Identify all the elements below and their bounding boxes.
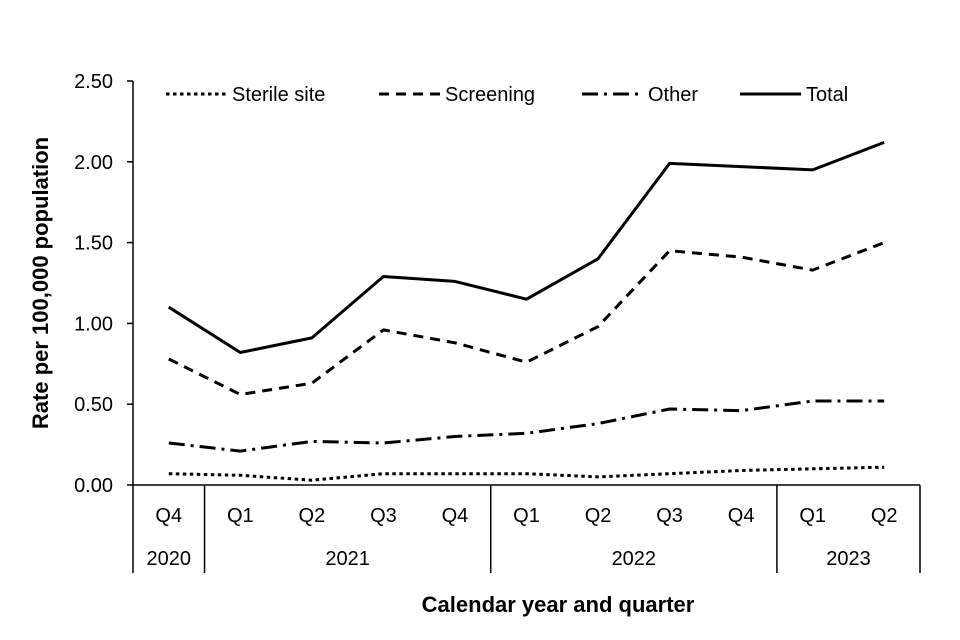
x-year-label: 2020 [147,548,192,570]
series-line-other [168,399,885,453]
legend-label: Total [806,84,848,106]
x-tick-label: Q2 [585,505,612,527]
y-axis-title: Rate per 100,000 population [28,137,53,429]
x-axis: Q4 Q1 Q2 Q3 Q4 Q1 Q2 Q3 Q4 Q1 Q2 2020 2021 2022 2023 [132,484,921,573]
legend-label: Screening [445,84,535,106]
legend-label: Other [648,84,698,106]
series-line-sterile-site [168,465,885,482]
series-line-total [167,140,885,354]
x-axis-title: Calendar year and quarter [422,592,695,617]
y-tick-label: 1.50 [74,233,113,255]
x-tick-label: Q4 [728,505,755,527]
x-tick-label: Q3 [370,505,397,527]
y-tick-label: 1.00 [74,313,113,335]
plot-area [167,140,885,482]
x-tick-label: Q1 [227,505,254,527]
y-axis: 0.00 0.50 1.00 1.50 2.00 2.50 [74,71,134,497]
x-tick-label: Q4 [155,505,182,527]
series-line-screening [168,241,885,396]
y-tick-label: 0.50 [74,394,113,416]
x-tick-label: Q4 [442,505,469,527]
x-year-label: 2023 [826,548,871,570]
x-year-label: 2022 [612,548,657,570]
x-tick-label: Q2 [299,505,326,527]
x-tick-label: Q1 [799,505,826,527]
x-year-label: 2021 [325,548,370,570]
chart-legend: Sterile site Screening Other Total [166,84,848,106]
y-tick-label: 0.00 [74,475,113,497]
x-tick-label: Q2 [871,505,898,527]
legend-label: Sterile site [232,84,325,106]
y-tick-label: 2.50 [74,71,113,93]
y-tick-label: 2.00 [74,152,113,174]
x-tick-label: Q1 [513,505,540,527]
x-tick-label: Q3 [656,505,683,527]
